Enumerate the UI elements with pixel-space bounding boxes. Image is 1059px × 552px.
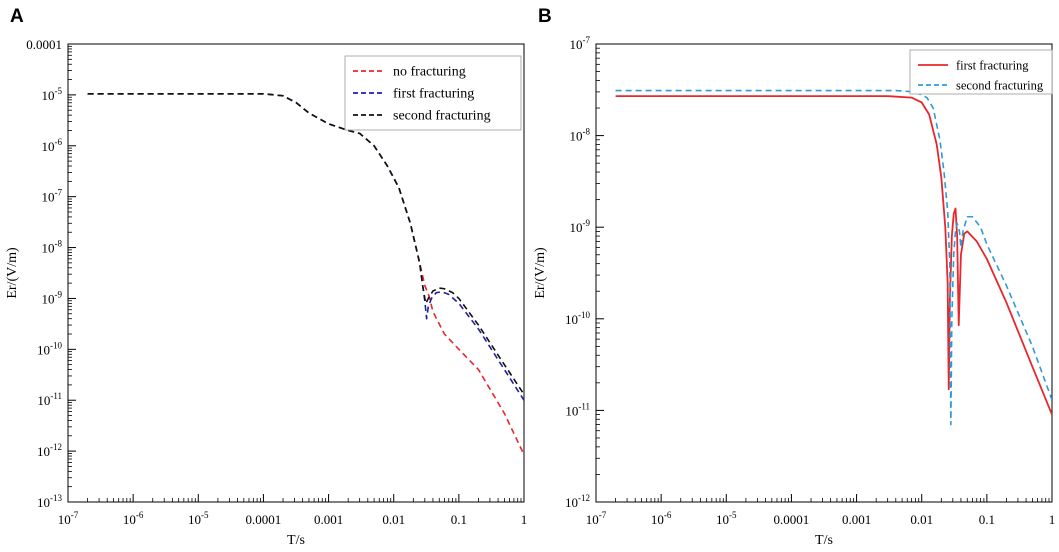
plot-frame bbox=[67, 43, 525, 503]
x-tick-label: 0.0001 bbox=[774, 512, 810, 527]
x-tick-label: 10-5 bbox=[188, 510, 209, 527]
x-tick-label: 0.0001 bbox=[246, 512, 282, 527]
x-tick-label: 0.001 bbox=[842, 512, 871, 527]
y-tick-label: 10-10 bbox=[37, 340, 62, 357]
y-tick-label: 0.0001 bbox=[26, 37, 62, 52]
series-line-first-fracturing bbox=[615, 95, 1052, 415]
legend-label: first fracturing bbox=[393, 87, 474, 102]
x-tick-label: 10-7 bbox=[58, 510, 79, 527]
series-line-second-fracturing bbox=[87, 93, 524, 395]
legend-label: second fracturing bbox=[393, 109, 491, 124]
x-axis-label: T/s bbox=[815, 533, 833, 548]
x-tick-label: 0.001 bbox=[314, 512, 343, 527]
x-axis-ticks: 10-7 10-6 10-5 0.0001 0.001 0.01 0.1 1 bbox=[586, 494, 1056, 527]
x-tick-label: 0.01 bbox=[910, 512, 933, 527]
legend-label: first fracturing bbox=[956, 59, 1029, 73]
chart-panel-a: A10-7 10-6 10-5 0.0001 0.001 0.01 0.1 10.000110… bbox=[5, 6, 527, 548]
y-tick-label: 10-9 bbox=[570, 218, 591, 235]
x-axis-ticks: 10-7 10-6 10-5 0.0001 0.001 0.01 0.1 1 bbox=[58, 494, 528, 527]
x-tick-label: 1 bbox=[521, 512, 528, 527]
legend-box bbox=[344, 55, 522, 131]
y-tick-label: 10-5 bbox=[42, 86, 63, 103]
y-tick-label: 10-10 bbox=[565, 310, 590, 327]
x-tick-label: 0.1 bbox=[979, 512, 995, 527]
legend: first fracturing second fracturing bbox=[909, 49, 1053, 95]
y-tick-label: 10-12 bbox=[565, 493, 590, 510]
legend: no fracturing first fracturing second frac… bbox=[344, 55, 522, 131]
x-tick-label: 0.01 bbox=[382, 512, 405, 527]
y-tick-label: 10-12 bbox=[37, 442, 62, 459]
x-tick-label: 10-6 bbox=[123, 510, 144, 527]
plot-frame bbox=[595, 43, 1053, 503]
y-tick-label: 10-11 bbox=[37, 391, 62, 408]
y-axis-label: Er/(V/m) bbox=[5, 247, 20, 299]
y-tick-label: 10-13 bbox=[37, 493, 62, 510]
legend-box bbox=[909, 49, 1053, 95]
y-tick-label: 10-7 bbox=[570, 35, 591, 52]
chart-panel-b: B 10-7 10-6 10-5 0.0001 0.001 0.01 0.1 1 10-7 10-8… bbox=[533, 6, 1055, 548]
y-tick-label: 10-7 bbox=[42, 188, 63, 205]
x-tick-label: 0.1 bbox=[451, 512, 467, 527]
series-line-no-fracturing bbox=[87, 93, 524, 456]
x-tick-label: 10-5 bbox=[716, 510, 737, 527]
x-tick-label: 10-7 bbox=[586, 510, 607, 527]
series-line-first-fracturing bbox=[87, 93, 524, 401]
y-tick-label: 10-8 bbox=[570, 127, 591, 144]
legend-label: second fracturing bbox=[956, 79, 1044, 93]
y-tick-label: 10-8 bbox=[42, 239, 63, 256]
series-group bbox=[615, 89, 1052, 426]
y-axis-label: Er/(V/m) bbox=[533, 247, 548, 299]
y-axis-ticks: 0.0001 10-5 10-6 10-7 10-8 10-9 10-10 10-11 10-1… bbox=[26, 37, 76, 510]
x-axis-label: T/s bbox=[287, 533, 305, 548]
y-axis-ticks: 10-7 10-8 10-9 10-10 10-11 10-12 bbox=[565, 35, 604, 510]
legend-label: no fracturing bbox=[393, 65, 466, 80]
y-tick-label: 10-11 bbox=[565, 401, 590, 418]
y-tick-label: 10-6 bbox=[42, 137, 63, 154]
x-tick-label: 1 bbox=[1049, 512, 1056, 527]
series-line-second-fracturing bbox=[615, 89, 1052, 426]
series-group bbox=[87, 93, 524, 456]
panel-letter: A bbox=[10, 6, 24, 27]
panel-letter: B bbox=[538, 6, 552, 27]
x-tick-label: 10-6 bbox=[651, 510, 672, 527]
y-tick-label: 10-9 bbox=[42, 289, 63, 306]
